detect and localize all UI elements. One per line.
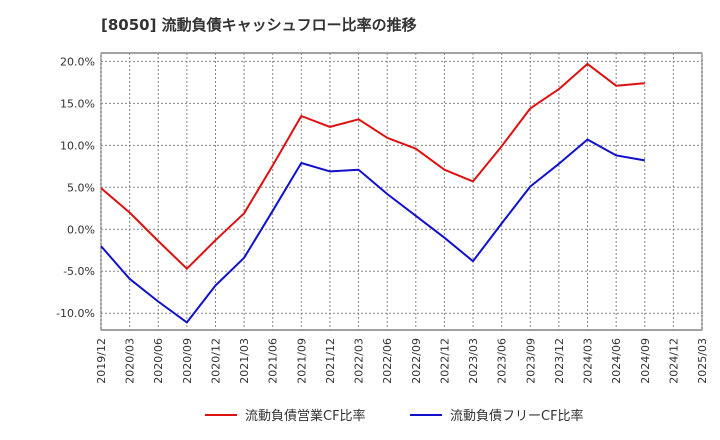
x-tick-label: 2024/06 [610, 338, 623, 384]
plot-frame [100, 52, 703, 331]
x-tick-label: 2023/09 [524, 338, 537, 384]
y-tick-label: 15.0% [60, 97, 95, 110]
x-tick-label: 2020/03 [124, 338, 137, 384]
x-tick-label: 2025/03 [696, 338, 709, 384]
legend-label-1: 流動負債営業CF比率 [245, 408, 366, 424]
y-tick-label: 10.0% [60, 139, 95, 152]
x-tick-label: 2024/09 [639, 338, 652, 384]
chart-title: [8050] 流動負債キャッシュフロー比率の推移 [101, 16, 417, 34]
y-tick-label: -5.0% [63, 265, 95, 278]
y-tick-label: -10.0% [56, 307, 95, 320]
x-tick-label: 2021/06 [267, 338, 280, 384]
grid-lines [100, 53, 703, 330]
x-tick-label: 2023/06 [496, 338, 509, 384]
x-tick-label: 2020/12 [209, 338, 222, 384]
x-tick-label: 2022/09 [410, 338, 423, 384]
y-tick-label: 20.0% [60, 55, 95, 68]
x-tick-label: 2020/06 [152, 338, 165, 384]
plot-background [101, 53, 702, 330]
plot-area [100, 52, 703, 331]
x-axis-ticks: 2019/12 2020/03 2020/06 2020/09 2020/12 2021/… [95, 338, 709, 384]
x-tick-label: 2023/12 [553, 338, 566, 384]
x-tick-label: 2021/09 [295, 338, 308, 384]
y-axis-ticks: -10.0% -5.0% 0.0% 5.0% 10.0% 15.0% 20.0% [56, 55, 95, 320]
x-tick-label: 2024/12 [667, 338, 680, 384]
x-tick-label: 2021/12 [324, 338, 337, 384]
x-tick-label: 2019/12 [95, 338, 108, 384]
series-line-1 [100, 62, 645, 270]
y-tick-label: 0.0% [67, 223, 95, 236]
legend-label-2: 流動負債フリーCF比率 [450, 408, 584, 424]
x-tick-label: 2023/03 [467, 338, 480, 384]
x-tick-label: 2022/12 [438, 338, 451, 384]
y-tick-label: 5.0% [67, 181, 95, 194]
x-tick-label: 2020/09 [181, 338, 194, 384]
series-layer [100, 62, 645, 324]
legend: 流動負債営業CF比率 流動負債フリーCF比率 [205, 408, 584, 424]
series-line-2 [100, 138, 645, 324]
x-tick-label: 2022/03 [353, 338, 366, 384]
x-tick-label: 2022/06 [381, 338, 394, 384]
x-tick-label: 2021/03 [238, 338, 251, 384]
x-tick-label: 2024/03 [582, 338, 595, 384]
